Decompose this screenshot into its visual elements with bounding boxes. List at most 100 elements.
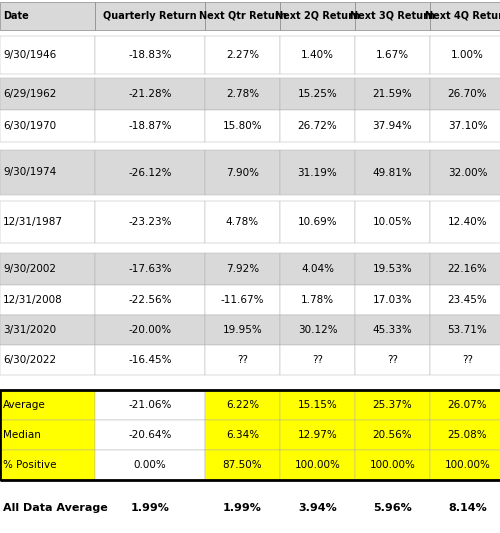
Text: -11.67%: -11.67% [221,295,264,305]
Bar [355,315,430,345]
Text: 6/29/1962: 6/29/1962 [3,89,56,99]
Bar [280,78,355,110]
Text: ??: ?? [312,355,323,365]
Text: 1.67%: 1.67% [376,50,409,60]
Bar [205,492,280,524]
Bar [0,201,95,243]
Bar [0,2,95,30]
Text: -26.12%: -26.12% [128,167,172,177]
Text: 4.78%: 4.78% [226,217,259,227]
Text: 53.71%: 53.71% [448,325,488,335]
Bar [430,201,500,243]
Bar [95,390,205,420]
Text: 10.05%: 10.05% [373,217,412,227]
Bar [205,110,280,142]
Bar [0,390,95,420]
Text: -22.56%: -22.56% [128,295,172,305]
Bar [0,253,95,285]
Text: Next 3Q Return: Next 3Q Return [350,11,435,21]
Text: Quarterly Return: Quarterly Return [103,11,197,21]
Bar [95,150,205,195]
Text: 19.95%: 19.95% [222,325,262,335]
Text: 37.94%: 37.94% [372,121,412,131]
Bar [355,2,430,30]
Bar [205,36,280,74]
Text: 12/31/1987: 12/31/1987 [3,217,63,227]
Text: 49.81%: 49.81% [372,167,412,177]
Bar [280,36,355,74]
Bar [430,450,500,480]
Bar [355,285,430,315]
Bar [430,78,500,110]
Bar [205,390,280,420]
Text: -20.00%: -20.00% [128,325,172,335]
Text: Next 4Q Return: Next 4Q Return [425,11,500,21]
Bar [430,2,500,30]
Bar [280,315,355,345]
Text: 21.59%: 21.59% [372,89,412,99]
Text: -17.63%: -17.63% [128,264,172,274]
Bar [95,78,205,110]
Bar [0,78,95,110]
Bar [95,315,205,345]
Text: 15.80%: 15.80% [222,121,262,131]
Text: 100.00%: 100.00% [370,460,416,470]
Bar [205,345,280,375]
Text: ??: ?? [462,355,473,365]
Bar [430,492,500,524]
Text: 12.97%: 12.97% [298,430,338,440]
Bar [205,253,280,285]
Text: 2.78%: 2.78% [226,89,259,99]
Text: 100.00%: 100.00% [444,460,490,470]
Bar [95,253,205,285]
Bar [355,345,430,375]
Bar [280,450,355,480]
Text: Next Qtr Return: Next Qtr Return [198,11,286,21]
Bar [355,36,430,74]
Bar [355,78,430,110]
Bar [95,285,205,315]
Text: 19.53%: 19.53% [372,264,412,274]
Text: -21.06%: -21.06% [128,400,172,410]
Text: 15.15%: 15.15% [298,400,338,410]
Bar [205,201,280,243]
Text: 12/31/2008: 12/31/2008 [3,295,63,305]
Bar [205,78,280,110]
Bar [0,110,95,142]
Text: 9/30/1946: 9/30/1946 [3,50,56,60]
Text: 15.25%: 15.25% [298,89,338,99]
Bar [430,390,500,420]
Text: 6.34%: 6.34% [226,430,259,440]
Text: 87.50%: 87.50% [222,460,262,470]
Text: -20.64%: -20.64% [128,430,172,440]
Text: 26.07%: 26.07% [448,400,488,410]
Bar [430,36,500,74]
Text: 37.10%: 37.10% [448,121,488,131]
Bar [280,2,355,30]
Text: ??: ?? [237,355,248,365]
Bar [95,2,205,30]
Text: 26.70%: 26.70% [448,89,488,99]
Text: 2.27%: 2.27% [226,50,259,60]
Bar [0,150,95,195]
Text: 26.72%: 26.72% [298,121,338,131]
Text: All Data Average: All Data Average [3,503,108,513]
Text: 25.08%: 25.08% [448,430,488,440]
Text: ??: ?? [387,355,398,365]
Bar [0,390,500,480]
Text: 6/30/1970: 6/30/1970 [3,121,56,131]
Text: 6.22%: 6.22% [226,400,259,410]
Text: -18.83%: -18.83% [128,50,172,60]
Text: 23.45%: 23.45% [448,295,488,305]
Bar [280,390,355,420]
Bar [355,420,430,450]
Text: 22.16%: 22.16% [448,264,488,274]
Bar [430,253,500,285]
Bar [355,492,430,524]
Bar [205,420,280,450]
Bar [0,315,95,345]
Bar [0,36,95,74]
Text: 3/31/2020: 3/31/2020 [3,325,56,335]
Text: 0.00%: 0.00% [134,460,166,470]
Text: 25.37%: 25.37% [372,400,412,410]
